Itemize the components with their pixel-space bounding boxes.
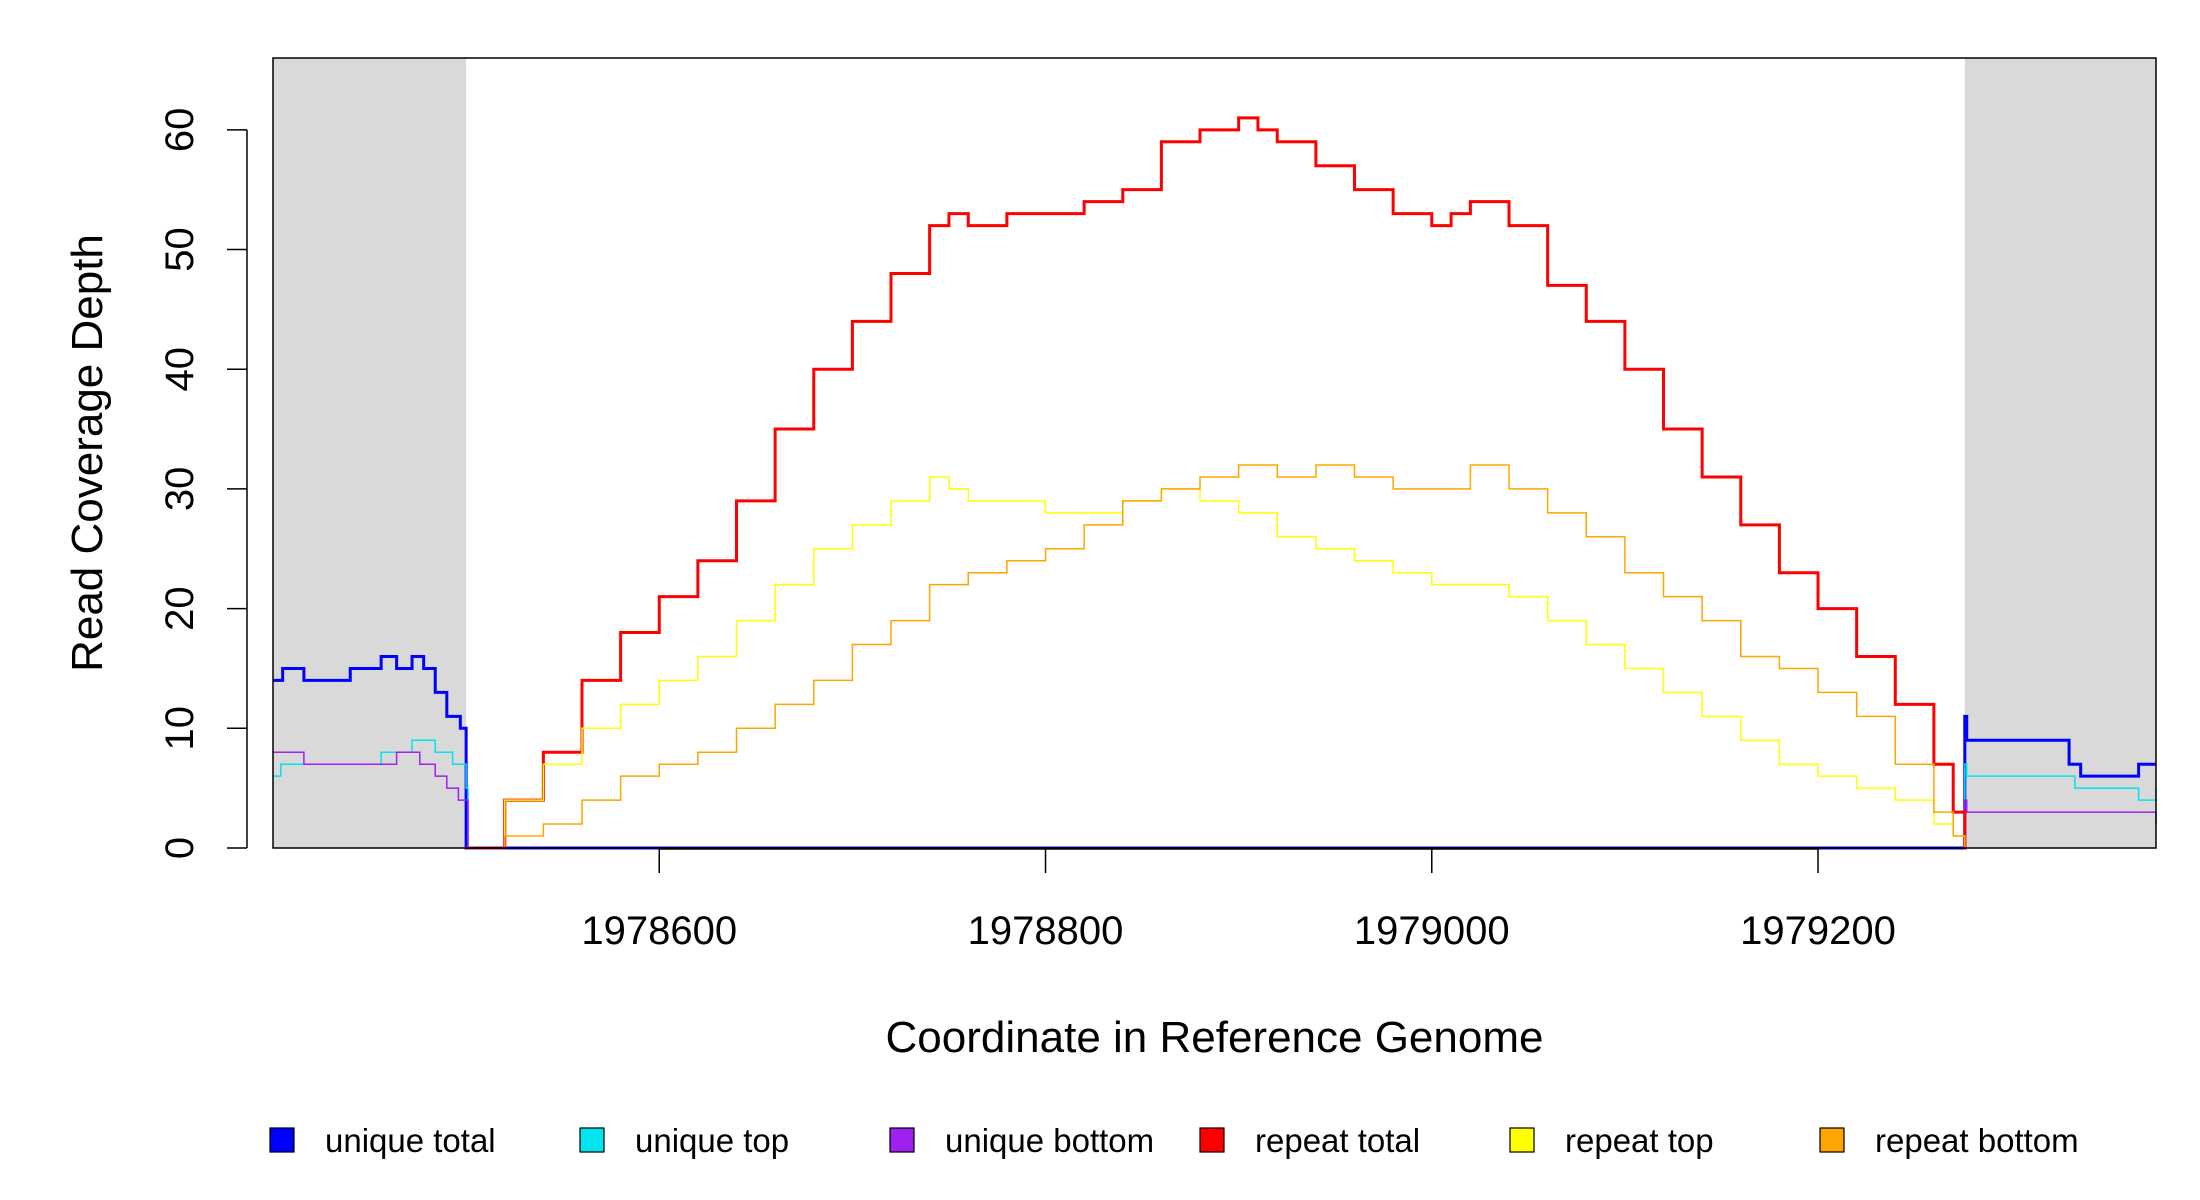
series-unique-top-line bbox=[273, 739, 2157, 849]
x-tick-label: 1979000 bbox=[1354, 909, 1510, 953]
x-axis-label: Coordinate in Reference Genome bbox=[886, 1013, 1544, 1062]
y-tick-label: 0 bbox=[158, 837, 202, 859]
y-tick-label: 20 bbox=[158, 586, 202, 631]
series-layer bbox=[273, 116, 2157, 850]
x-tick-label: 1979200 bbox=[1740, 909, 1896, 953]
legend-label-unique-top: unique top bbox=[635, 1122, 789, 1159]
y-tick-label: 10 bbox=[158, 706, 202, 751]
legend-swatch-unique-total bbox=[269, 1127, 295, 1153]
y-tick-label: 50 bbox=[158, 227, 202, 271]
legend-label-unique-bottom: unique bottom bbox=[945, 1122, 1154, 1159]
shaded-region-1 bbox=[273, 58, 467, 848]
legend-swatch-repeat-top bbox=[1509, 1127, 1535, 1153]
series-unique-bottom-line bbox=[273, 751, 2157, 849]
legend-swatch-unique-top bbox=[579, 1127, 605, 1153]
series-unique-total-line bbox=[273, 654, 2156, 850]
y-axis: 0 10 20 30 40 50 60 bbox=[158, 108, 248, 859]
x-tick-label: 1978600 bbox=[581, 909, 737, 953]
legend-label-repeat-bottom: repeat bottom bbox=[1875, 1122, 2079, 1159]
y-tick-label: 30 bbox=[158, 467, 202, 512]
series-repeat-top-line bbox=[466, 476, 1966, 849]
legend-label-unique-total: unique total bbox=[325, 1122, 496, 1159]
y-tick-label: 60 bbox=[158, 108, 202, 153]
legend-swatch-unique-bottom bbox=[889, 1127, 915, 1153]
y-axis-label: Read Coverage Depth bbox=[63, 234, 112, 672]
masked-regions bbox=[273, 58, 2156, 848]
legend-swatch-repeat-bottom bbox=[1819, 1127, 1845, 1153]
series-repeat-bottom-line bbox=[466, 464, 1966, 849]
y-tick-label: 40 bbox=[158, 347, 202, 392]
x-tick-label: 1978800 bbox=[968, 909, 1124, 953]
legend-label-repeat-top: repeat top bbox=[1565, 1122, 1714, 1159]
series-repeat-total-line bbox=[466, 116, 1967, 850]
x-axis: 1978600 1978800 1979000 1979200 bbox=[581, 848, 1896, 953]
legend: unique total unique top unique bottom repea… bbox=[269, 1122, 2079, 1159]
legend-swatch-repeat-total bbox=[1199, 1127, 1225, 1153]
legend-label-repeat-total: repeat total bbox=[1255, 1122, 1420, 1159]
shaded-region-2 bbox=[1964, 58, 2156, 848]
plot-frame bbox=[272, 57, 2157, 849]
